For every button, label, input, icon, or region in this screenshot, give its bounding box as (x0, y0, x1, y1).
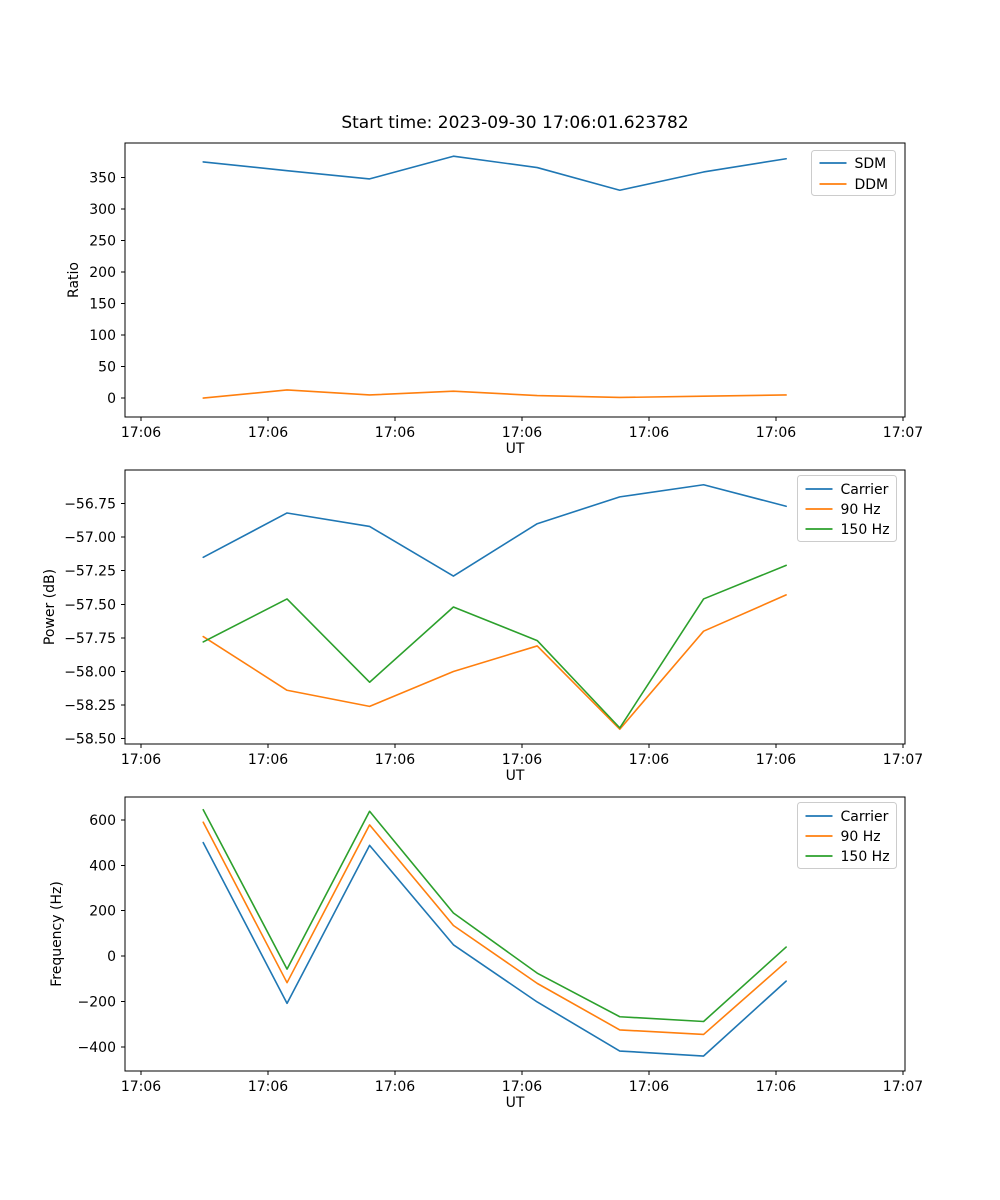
y-axis: −400 −200 0 200 400 600 Frequency (Hz) (49, 813, 125, 1056)
series-line-150-hz (202, 564, 787, 729)
y-tick-label: 150 (89, 297, 116, 313)
legend-label: 150 Hz (841, 849, 890, 865)
y-tick-label: 0 (107, 949, 116, 965)
x-tick-label: 17:06 (629, 425, 669, 441)
x-tick-label: 17:06 (502, 425, 542, 441)
x-tick-label: 17:06 (121, 752, 161, 768)
x-tick-label: 17:07 (883, 425, 923, 441)
y-tick-label: −200 (78, 995, 116, 1011)
x-tick-label: 17:06 (121, 425, 161, 441)
y-tick-label: −56.75 (64, 497, 116, 513)
x-tick-label: 17:06 (375, 1079, 415, 1095)
x-tick-label: 17:06 (502, 1079, 542, 1095)
legend-box (797, 802, 897, 869)
y-tick-label: −58.50 (64, 732, 116, 748)
series-line-carrier (202, 483, 787, 577)
axes-frame (124, 469, 906, 745)
y-tick-label: 100 (89, 328, 116, 344)
legend: Carrier 90 Hz 150 Hz (797, 475, 897, 542)
y-tick-label: −57.75 (64, 631, 116, 647)
series-line-sdm (202, 155, 787, 192)
y-tick-label: −57.00 (64, 530, 116, 546)
legend-label: 90 Hz (841, 502, 881, 518)
y-tick-label: 300 (89, 202, 116, 218)
y-tick-label: 200 (89, 904, 116, 920)
y-tick-label: 350 (89, 171, 116, 187)
x-axis-label: UT (506, 1095, 525, 1111)
series-line-90-hz (202, 594, 787, 731)
y-tick-label: 0 (107, 391, 116, 407)
legend: SDM DDM (811, 150, 896, 196)
y-tick-label: 200 (89, 265, 116, 281)
x-tick-label: 17:06 (629, 1079, 669, 1095)
axes-frame (124, 796, 906, 1072)
y-tick-label: −400 (78, 1040, 116, 1056)
x-tick-label: 17:06 (756, 425, 796, 441)
x-tick-label: 17:07 (883, 1079, 923, 1095)
y-tick-label: 600 (89, 813, 116, 829)
y-axis: 0 50 100 150 200 250 300 350 Ratio (66, 171, 125, 407)
x-axis: 17:06 17:06 17:06 17:06 17:06 17:06 17:07 UT (121, 417, 923, 457)
x-tick-label: 17:06 (248, 1079, 288, 1095)
subplot-ratio: 17:06 17:06 17:06 17:06 17:06 17:06 17:07 UT 0 50… (66, 142, 923, 457)
x-tick-label: 17:07 (883, 752, 923, 768)
legend: Carrier 90 Hz 150 Hz (797, 802, 897, 869)
legend-box (797, 475, 897, 542)
x-tick-label: 17:06 (248, 752, 288, 768)
y-tick-label: 50 (98, 360, 116, 376)
y-axis: −58.50 −58.25 −58.00 −57.75 −57.50 −57.25 −57.… (42, 497, 125, 748)
y-axis-label: Frequency (Hz) (49, 881, 65, 987)
y-tick-label: 400 (89, 858, 116, 874)
series-line-90-hz (202, 821, 787, 1036)
x-tick-label: 17:06 (375, 752, 415, 768)
figure-title: Start time: 2023-09-30 17:06:01.623782 (341, 113, 689, 133)
legend-label: DDM (855, 177, 889, 193)
x-axis-label: UT (506, 768, 525, 784)
y-tick-label: −57.25 (64, 564, 116, 580)
x-tick-label: 17:06 (375, 425, 415, 441)
axes-frame (124, 142, 906, 418)
x-tick-label: 17:06 (121, 1079, 161, 1095)
legend-label: Carrier (841, 482, 889, 498)
legend-label: 150 Hz (841, 522, 890, 538)
x-axis: 17:06 17:06 17:06 17:06 17:06 17:06 17:07 UT (121, 744, 923, 784)
legend-label: SDM (855, 156, 887, 172)
series-line-carrier (202, 841, 787, 1057)
x-axis: 17:06 17:06 17:06 17:06 17:06 17:06 17:07 UT (121, 1071, 923, 1111)
x-axis-label: UT (506, 441, 525, 457)
y-tick-label: −58.00 (64, 664, 116, 680)
y-tick-label: 250 (89, 234, 116, 250)
series-line-ddm (202, 389, 787, 399)
x-tick-label: 17:06 (756, 752, 796, 768)
subplot-power: 17:06 17:06 17:06 17:06 17:06 17:06 17:07 UT −58… (42, 469, 923, 784)
y-axis-label: Power (dB) (42, 569, 58, 645)
legend-label: Carrier (841, 809, 889, 825)
x-tick-label: 17:06 (629, 752, 669, 768)
series-line-150-hz (202, 808, 787, 1023)
y-tick-label: −57.50 (64, 597, 116, 613)
y-axis-label: Ratio (66, 262, 82, 298)
x-tick-label: 17:06 (756, 1079, 796, 1095)
x-tick-label: 17:06 (248, 425, 288, 441)
legend-label: 90 Hz (841, 829, 881, 845)
y-tick-label: −58.25 (64, 698, 116, 714)
subplot-frequency: 17:06 17:06 17:06 17:06 17:06 17:06 17:07 UT −40… (49, 796, 923, 1111)
x-tick-label: 17:06 (502, 752, 542, 768)
